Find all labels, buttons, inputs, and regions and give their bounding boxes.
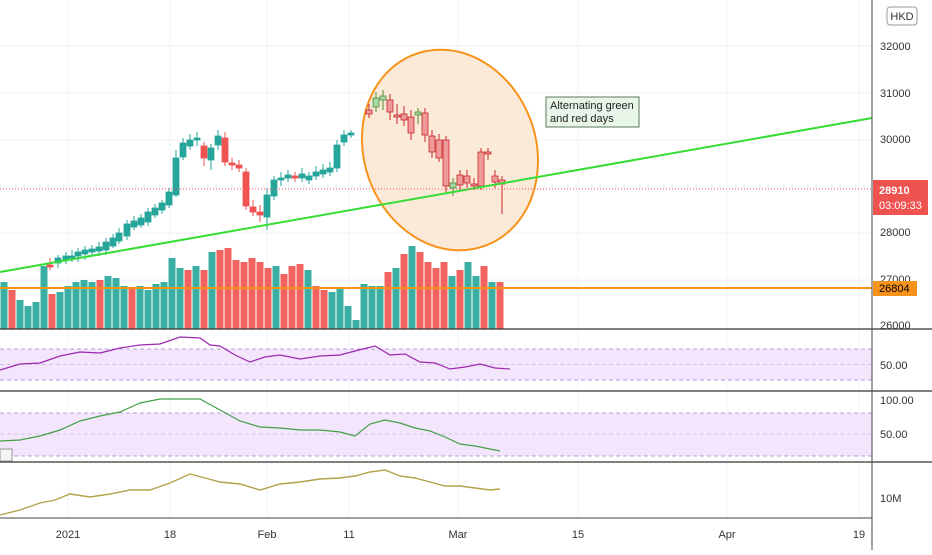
highlight-ellipse [360,48,540,252]
volume-histogram [0,246,504,329]
price-tick: 26000 [880,320,911,332]
volume-ma-line [0,469,501,516]
pane-collapse-button[interactable] [0,448,13,462]
time-label: 2021 [56,529,80,541]
price-tick: 32000 [880,41,911,53]
last-price-value: 28910 [879,185,910,197]
price-tick: 30000 [880,134,911,146]
rsi-line [0,336,511,371]
candlestick-series [46,90,506,270]
price-tick: 28000 [880,227,911,239]
stoch-tick: 50.00 [880,429,908,441]
time-label: 11 [343,529,354,541]
time-label: 18 [164,529,176,541]
annotation-note[interactable]: Alternating green and red days [545,96,640,128]
stoch-tick: 100.00 [880,395,914,407]
price-tick: 31000 [880,88,911,100]
volume-tick: 10M [880,493,901,505]
bar-countdown: 03:09:33 [879,200,922,212]
time-label: Mar [449,529,468,541]
time-label: Apr [718,529,735,541]
time-label: Feb [258,529,277,541]
annotation-line-1: Alternating green [550,100,634,112]
time-label: 15 [572,529,584,541]
currency-badge[interactable]: HKD [886,6,918,26]
currency-label: HKD [890,11,913,23]
trend-line[interactable] [0,117,873,273]
last-price-label: 28910 03:09:33 [873,180,928,215]
stochastic-line [0,398,501,452]
rsi-pane [0,336,872,381]
support-price-value: 26804 [879,283,910,295]
time-label: 19 [853,529,865,541]
support-price-label: 26804 [873,281,917,296]
rsi-tick: 50.00 [880,360,908,372]
stochastic-pane [0,398,872,462]
annotation-line-2: and red days [550,113,614,125]
